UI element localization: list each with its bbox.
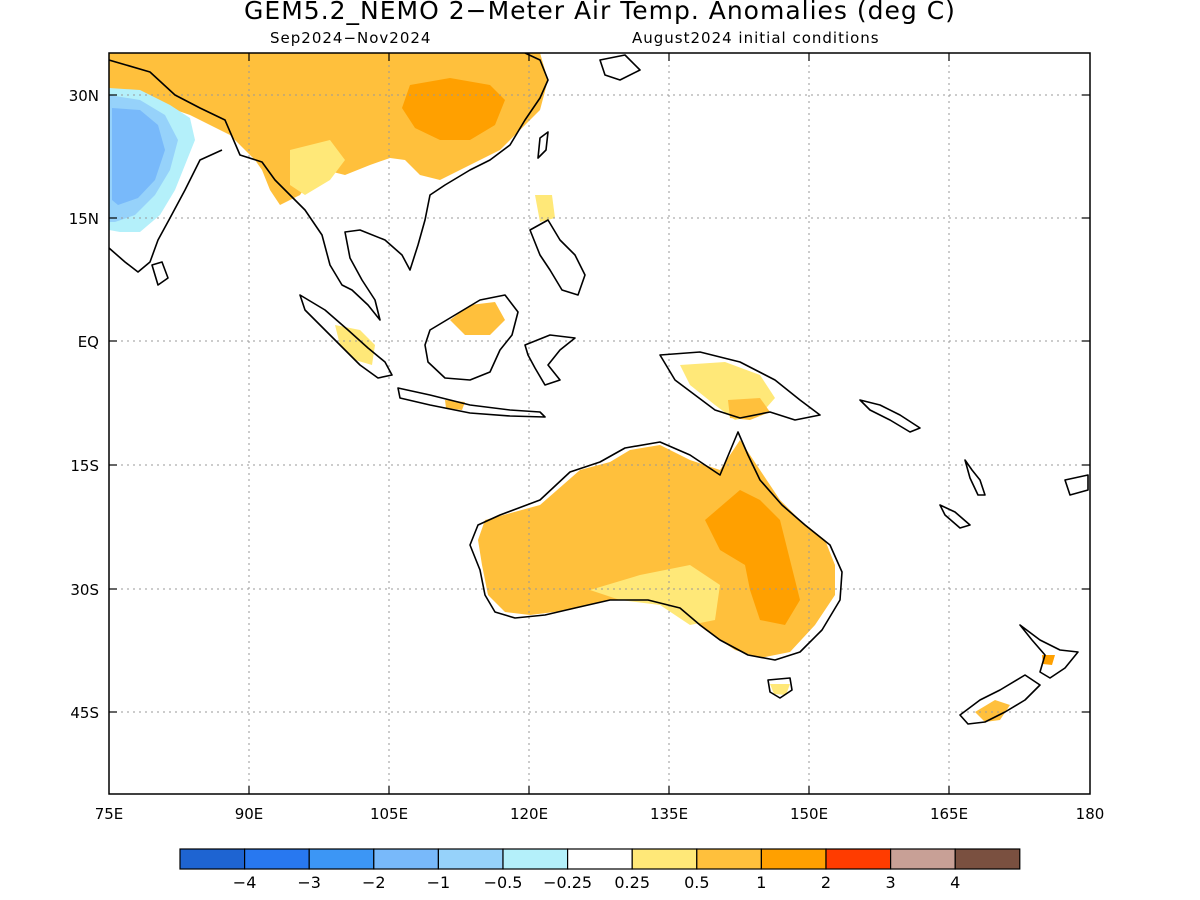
philippines-warm (535, 195, 555, 222)
solomon-islands (859, 399, 921, 433)
lon-label: 90E (235, 805, 264, 823)
map-title: GEM5.2_NEMO 2−Meter Air Temp. Anomalies … (244, 0, 956, 25)
sulawesi (524, 334, 576, 386)
taiwan (537, 131, 549, 159)
colorbar-label: −0.5 (484, 873, 523, 892)
lon-label: 120E (510, 805, 548, 823)
borneo (424, 294, 519, 381)
colorbar: −4 −3 −2 −1 −0.5 −0.25 0.25 0.5 1 2 3 4 (179, 848, 1021, 892)
colorbar-swatch (889, 848, 956, 870)
fiji (1064, 474, 1089, 496)
java (397, 387, 546, 418)
australia-weak-south (590, 565, 720, 625)
initial-conditions: August2024 initial conditions (632, 29, 880, 47)
borneo-warm (450, 302, 505, 335)
colorbar-label: −2 (362, 873, 386, 892)
colorbar-swatch (631, 848, 698, 870)
vanuatu (964, 459, 986, 496)
anomaly-fills (109, 53, 1055, 722)
lon-label: 135E (650, 805, 688, 823)
colorbar-swatch (244, 848, 310, 870)
asia-coastline (109, 53, 549, 321)
colorbar-swatch (696, 848, 762, 870)
coastlines (109, 53, 1089, 725)
lat-label: 15N (69, 210, 99, 228)
lon-label: 75E (95, 805, 124, 823)
lon-label: 180 (1076, 805, 1105, 823)
north-island-warm (1042, 655, 1055, 665)
new-zealand-south (959, 674, 1041, 725)
colorbar-swatch (566, 848, 633, 870)
graticule (109, 53, 1090, 794)
japan-south (599, 54, 641, 81)
lon-label: 150E (790, 805, 828, 823)
longitude-labels: 75E 90E 105E 120E 135E 150E 165E 180 (95, 805, 1105, 823)
sumatra-warm (335, 325, 375, 365)
colorbar-swatch (502, 848, 569, 870)
new-zealand-north (1019, 624, 1079, 679)
colorbar-label: −0.25 (543, 873, 592, 892)
forecast-period: Sep2024−Nov2024 (270, 29, 432, 47)
latitude-labels: 30N 15N EQ 15S 30S 45S (69, 87, 99, 722)
lon-label: 165E (930, 805, 968, 823)
colorbar-swatch (760, 848, 827, 870)
colorbar-label: 1 (756, 873, 766, 892)
colorbar-label: 0.5 (684, 873, 709, 892)
colorbar-label: 0.25 (614, 873, 650, 892)
colorbar-swatch (308, 848, 375, 870)
tick-marks (109, 53, 1090, 794)
china-strong-warm (402, 78, 505, 140)
new-guinea (659, 351, 821, 421)
colorbar-label: −4 (233, 873, 257, 892)
philippines (529, 219, 586, 296)
colorbar-label: −3 (297, 873, 321, 892)
sri-lanka (151, 261, 169, 286)
colorbar-label: 4 (950, 873, 960, 892)
india-coastline (109, 149, 223, 273)
new-caledonia (939, 504, 971, 529)
colorbar-swatch (825, 848, 892, 870)
tasmania-warm (770, 684, 790, 695)
tasmania (767, 677, 793, 699)
lat-label: 45S (70, 704, 99, 722)
colorbar-label: 3 (886, 873, 896, 892)
colorbar-label: −1 (427, 873, 451, 892)
colorbar-swatch (179, 848, 246, 870)
colorbar-label: 2 (821, 873, 831, 892)
lat-label: 30N (69, 87, 99, 105)
colorbar-swatch (373, 848, 439, 870)
lon-label: 105E (370, 805, 408, 823)
colorbar-swatch (954, 848, 1021, 870)
australia-coastline (469, 431, 843, 661)
new-zealand-warm (975, 700, 1010, 722)
india-cold-anomaly-3 (112, 108, 165, 205)
plot-frame (108, 52, 1091, 795)
colorbar-swatch (437, 848, 504, 870)
lat-label: 30S (70, 581, 99, 599)
sumatra (299, 294, 393, 379)
lat-label: 15S (70, 457, 99, 475)
lat-label: EQ (78, 333, 99, 351)
australia-strong-east (705, 490, 800, 625)
indochina-warm (290, 140, 345, 195)
